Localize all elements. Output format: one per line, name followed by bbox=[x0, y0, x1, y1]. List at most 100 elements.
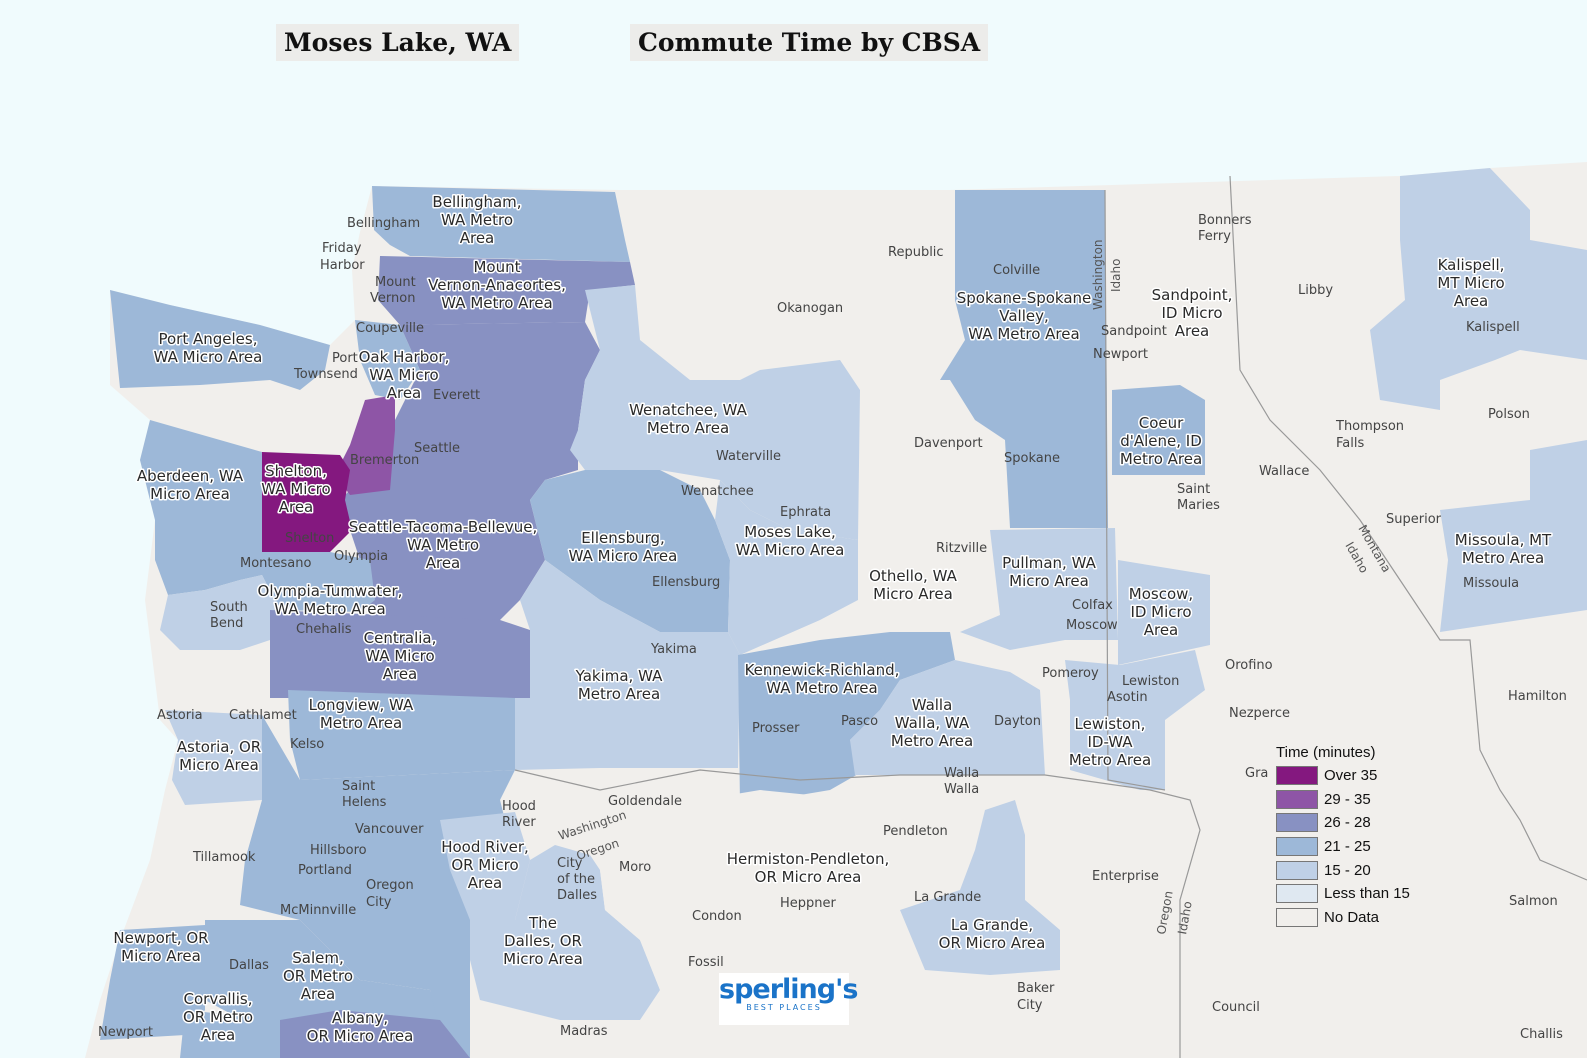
label-moscow-1: Moscow, bbox=[1129, 585, 1193, 603]
region-ellensburg[interactable] bbox=[530, 470, 730, 632]
region-shelton[interactable] bbox=[262, 452, 352, 552]
region-longview[interactable] bbox=[288, 690, 515, 780]
label-sandpoint-3: Area bbox=[1175, 322, 1210, 340]
label-oak-harbor-1: Oak Harbor, bbox=[359, 348, 450, 366]
city-olympia: Olympia bbox=[334, 549, 388, 564]
city-chehalis: Chehalis bbox=[296, 622, 352, 637]
region-albany[interactable] bbox=[280, 1010, 470, 1058]
label-walla-walla-2: Walla, WA bbox=[895, 714, 970, 732]
region-hermiston[interactable] bbox=[600, 790, 900, 990]
city-walla-walla-2: Walla bbox=[944, 782, 979, 797]
city-shelton: Shelton bbox=[285, 531, 334, 546]
region-coeur[interactable] bbox=[1112, 385, 1205, 475]
city-baker-city-2: City bbox=[1017, 998, 1043, 1013]
label-newport-1: Newport, OR bbox=[113, 929, 208, 947]
region-lewiston[interactable] bbox=[1065, 650, 1205, 790]
city-saint-helens-2: Helens bbox=[342, 795, 387, 810]
region-pacific[interactable] bbox=[160, 575, 280, 650]
legend-item: Less than 15 bbox=[1276, 882, 1436, 906]
city-south-bend-1: South bbox=[210, 600, 248, 615]
region-port-angeles[interactable] bbox=[110, 290, 330, 390]
label-the-dalles-1: The bbox=[528, 914, 557, 932]
city-hood-river-1: Hood bbox=[502, 799, 536, 814]
label-seattle-2: WA Metro bbox=[407, 536, 479, 554]
region-kalispell[interactable] bbox=[1370, 168, 1587, 410]
label-ellensburg-1: Ellensburg, bbox=[581, 529, 665, 547]
region-wenatchee[interactable] bbox=[570, 285, 860, 540]
city-oregon-city-1: Oregon bbox=[366, 878, 414, 893]
city-enterprise: Enterprise bbox=[1092, 869, 1159, 884]
label-olympia-1: Olympia-Tumwater, bbox=[258, 582, 403, 600]
label-longview-2: Metro Area bbox=[320, 714, 402, 732]
region-newport[interactable] bbox=[100, 925, 205, 1040]
region-spokane[interactable] bbox=[940, 190, 1108, 528]
region-kennewick[interactable] bbox=[738, 632, 955, 805]
label-aberdeen-1: Aberdeen, WA bbox=[137, 467, 244, 485]
city-oregon-city-2: City bbox=[366, 895, 392, 910]
label-moses-lake-2: WA Micro Area bbox=[736, 541, 845, 559]
label-moses-lake-1: Moses Lake, bbox=[744, 523, 835, 541]
city-saint-maries-1: Saint bbox=[1177, 482, 1210, 497]
label-seattle-3: Area bbox=[426, 554, 461, 572]
legend-label: No Data bbox=[1324, 908, 1380, 926]
region-yakima[interactable] bbox=[515, 560, 740, 770]
region-portland[interactable] bbox=[240, 715, 515, 1058]
region-astoria[interactable] bbox=[165, 710, 262, 805]
region-walla-walla[interactable] bbox=[850, 660, 1045, 775]
city-pendleton: Pendleton bbox=[883, 824, 948, 839]
label-kalispell-2: MT Micro bbox=[1437, 274, 1504, 292]
city-cathlamet: Cathlamet bbox=[229, 708, 297, 723]
region-the-dalles[interactable] bbox=[470, 845, 660, 1020]
city-moro: Moro bbox=[619, 860, 651, 875]
city-la-grande: La Grande bbox=[914, 890, 981, 905]
sperlings-logo[interactable]: sperling's BEST PLACES bbox=[719, 973, 858, 1025]
region-aberdeen[interactable] bbox=[140, 420, 262, 595]
label-missoula-2: Metro Area bbox=[1462, 549, 1544, 567]
label-corvallis-2: OR Metro bbox=[183, 1008, 253, 1026]
region-missoula[interactable] bbox=[1440, 440, 1587, 632]
label-port-angeles-1: Port Angeles, bbox=[158, 330, 257, 348]
city-saint-maries-2: Maries bbox=[1177, 498, 1220, 513]
region-hood-river[interactable] bbox=[440, 812, 530, 920]
city-grangeville: Gra bbox=[1245, 766, 1268, 781]
label-mount-vernon-2: Vernon-Anacortes, bbox=[428, 276, 566, 294]
label-la-grande-1: La Grande, bbox=[951, 916, 1033, 934]
region-moscow[interactable] bbox=[1118, 560, 1210, 665]
label-coeur-2: d'Alene, ID bbox=[1120, 432, 1202, 450]
city-vancouver: Vancouver bbox=[355, 822, 424, 837]
label-la-grande-2: OR Micro Area bbox=[939, 934, 1046, 952]
label-hood-river-3: Area bbox=[468, 874, 503, 892]
region-pullman[interactable] bbox=[960, 528, 1118, 650]
label-yakima-1: Yakima, WA bbox=[575, 667, 663, 685]
label-astoria-1: Astoria, OR bbox=[177, 738, 261, 756]
region-centralia[interactable] bbox=[270, 610, 530, 698]
border-label-washington: Washington bbox=[1091, 239, 1105, 310]
city-bonners-ferry-2: Ferry bbox=[1198, 229, 1231, 244]
label-shelton-2: WA Micro bbox=[261, 480, 330, 498]
legend-swatch bbox=[1276, 789, 1318, 809]
label-the-dalles-2: Dalles, OR bbox=[504, 932, 582, 950]
label-wenatchee-2: Metro Area bbox=[647, 419, 729, 437]
region-corvallis[interactable] bbox=[180, 1010, 280, 1058]
label-walla-walla-3: Metro Area bbox=[891, 732, 973, 750]
region-oak-harbor[interactable] bbox=[355, 320, 420, 400]
label-olympia-2: WA Metro Area bbox=[274, 600, 385, 618]
region-seattle[interactable] bbox=[340, 322, 600, 620]
logo-tagline: BEST PLACES bbox=[746, 1003, 822, 1012]
city-dalles-3: Dalles bbox=[557, 888, 597, 903]
region-olympia[interactable] bbox=[262, 552, 375, 612]
label-sandpoint-1: Sandpoint, bbox=[1152, 286, 1233, 304]
city-waterville: Waterville bbox=[716, 449, 781, 464]
city-ritzville: Ritzville bbox=[936, 541, 987, 556]
city-kalispell: Kalispell bbox=[1466, 320, 1520, 335]
region-mount-vernon[interactable] bbox=[378, 256, 635, 325]
city-port-townsend-2: Townsend bbox=[293, 367, 358, 382]
city-pomeroy: Pomeroy bbox=[1042, 666, 1099, 681]
region-la-grande[interactable] bbox=[900, 800, 1060, 975]
region-bellingham[interactable] bbox=[372, 186, 630, 262]
label-moscow-3: Area bbox=[1144, 621, 1179, 639]
city-yakima: Yakima bbox=[650, 642, 697, 657]
region-moses-lake[interactable] bbox=[715, 480, 858, 655]
city-hood-river-2: River bbox=[502, 815, 536, 830]
legend-label: 29 - 35 bbox=[1324, 790, 1371, 808]
